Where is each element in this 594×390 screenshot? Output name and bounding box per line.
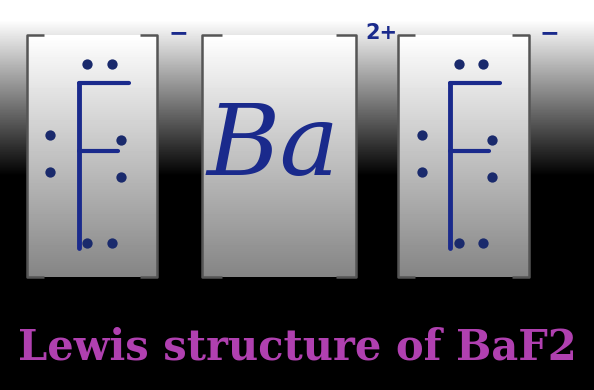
Text: 2+: 2+ [365,23,397,43]
Point [454,61,463,67]
Point [107,61,116,67]
Point [116,137,125,144]
Point [46,131,55,138]
Text: −: − [539,21,559,45]
Point [417,131,426,138]
Point [417,168,426,175]
Text: Ba: Ba [207,101,340,196]
Point [116,174,125,181]
Point [487,137,497,144]
Point [487,174,497,181]
Point [454,240,463,246]
Point [83,240,92,246]
Point [83,61,92,67]
Point [478,240,488,246]
Point [107,240,116,246]
Text: Lewis structure of BaF2: Lewis structure of BaF2 [18,326,576,368]
Point [46,168,55,175]
Point [478,61,488,67]
Text: −: − [168,21,188,45]
